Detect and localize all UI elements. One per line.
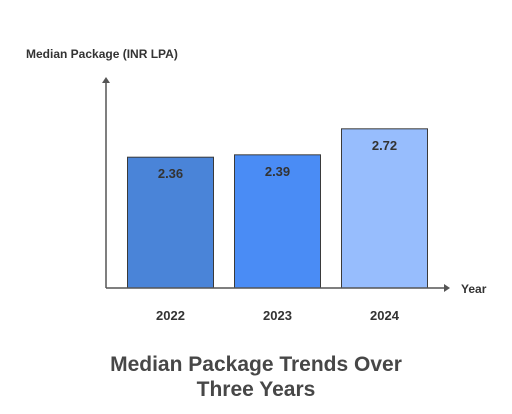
bars-layer: 2.36 2022 2.39 2023 2.72 2024 xyxy=(127,128,428,323)
axes-layer xyxy=(102,77,450,292)
bar-2024 xyxy=(341,128,428,289)
bar-2022 xyxy=(127,156,214,289)
chart-title-line-2: Three Years xyxy=(196,378,316,401)
value-label-2023: 2.39 xyxy=(265,164,290,179)
x-tick-label-2023: 2023 xyxy=(263,308,292,323)
x-axis-arrow-icon xyxy=(444,284,450,292)
bar-2023 xyxy=(234,154,321,289)
value-label-2024: 2.72 xyxy=(372,138,397,153)
value-label-2022: 2.36 xyxy=(158,166,183,181)
y-axis-arrow-icon xyxy=(102,77,110,83)
x-tick-label-2024: 2024 xyxy=(370,308,400,323)
y-axis-label: Median Package (INR LPA) xyxy=(26,47,178,61)
x-tick-label-2022: 2022 xyxy=(156,308,185,323)
chart-title-line-1: Median Package Trends Over xyxy=(110,353,402,376)
chart-title: Median Package Trends Over Three Years xyxy=(0,352,512,402)
x-axis-label: Year xyxy=(461,282,487,296)
